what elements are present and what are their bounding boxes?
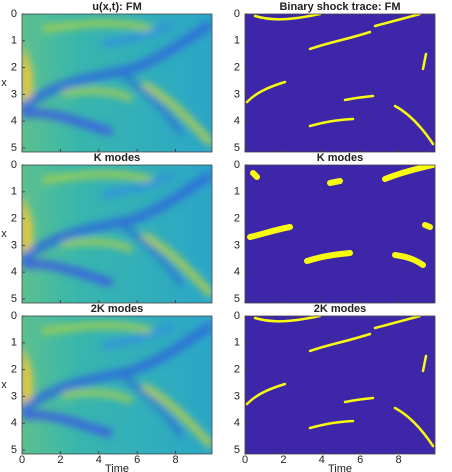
y-tick-label: 3 xyxy=(11,88,17,100)
y-tick-label: 1 xyxy=(11,35,17,47)
y-tick-label: 5 xyxy=(234,444,240,456)
y-tick-label: 0 xyxy=(11,310,17,322)
y-tick-label: 2 xyxy=(11,363,17,375)
image xyxy=(245,14,435,152)
y-tick-label: 2 xyxy=(11,61,17,73)
panel-title: K modes xyxy=(94,152,140,164)
y-tick-label: 3 xyxy=(234,88,240,100)
frame xyxy=(21,164,213,304)
y-tick-label: 3 xyxy=(11,390,17,402)
panel-title: u(x,t): FM xyxy=(92,1,141,13)
x-tick-label: 6 xyxy=(134,454,140,466)
y-tick-label: 3 xyxy=(234,239,240,251)
y-tick-label: 2 xyxy=(234,363,240,375)
y-tick-label: 2 xyxy=(234,61,240,73)
x-tick-label: 0 xyxy=(242,454,248,466)
y-tick-label: 4 xyxy=(11,115,17,127)
y-tick-label: 3 xyxy=(11,239,17,251)
y-tick-label: 1 xyxy=(234,186,240,198)
y-tick-label: 4 xyxy=(11,417,17,429)
y-tick-label: 4 xyxy=(234,417,240,429)
x-axis-label: Time xyxy=(328,463,352,472)
y-tick-label: 4 xyxy=(11,266,17,278)
image xyxy=(245,316,435,454)
image xyxy=(22,316,212,454)
y-tick-label: 0 xyxy=(234,159,240,171)
image xyxy=(245,165,435,303)
image xyxy=(22,14,212,152)
y-tick-label: 1 xyxy=(11,186,17,198)
panel-title: K modes xyxy=(317,152,363,164)
y-tick-label: 5 xyxy=(234,142,240,154)
y-tick-label: 0 xyxy=(11,159,17,171)
y-tick-label: 4 xyxy=(234,266,240,278)
x-tick-label: 6 xyxy=(357,454,363,466)
frame xyxy=(244,315,436,455)
panel-title: 2K modes xyxy=(314,303,367,315)
frame xyxy=(21,315,213,455)
y-tick-label: 1 xyxy=(234,35,240,47)
x-tick-label: 4 xyxy=(319,454,325,466)
frame xyxy=(21,13,213,153)
y-tick-label: 2 xyxy=(234,212,240,224)
y-axis-label: x xyxy=(1,77,7,89)
frame xyxy=(244,164,436,304)
x-axis-label: Time xyxy=(105,463,129,472)
y-tick-label: 4 xyxy=(234,115,240,127)
y-tick-label: 0 xyxy=(234,8,240,20)
y-tick-label: 0 xyxy=(234,310,240,322)
y-tick-label: 2 xyxy=(11,212,17,224)
frame xyxy=(244,13,436,153)
x-tick-label: 8 xyxy=(172,454,178,466)
y-axis-label: x xyxy=(1,228,7,240)
panel-title: Binary shock trace: FM xyxy=(279,1,400,13)
y-tick-label: 5 xyxy=(11,293,17,305)
y-tick-label: 5 xyxy=(11,444,17,456)
x-tick-label: 2 xyxy=(280,454,286,466)
x-tick-label: 0 xyxy=(19,454,25,466)
y-tick-label: 3 xyxy=(234,390,240,402)
panel-title: 2K modes xyxy=(91,303,144,315)
y-tick-label: 1 xyxy=(11,337,17,349)
x-tick-label: 4 xyxy=(96,454,102,466)
y-tick-label: 5 xyxy=(234,293,240,305)
image xyxy=(22,165,212,303)
x-tick-label: 8 xyxy=(395,454,401,466)
x-tick-label: 2 xyxy=(57,454,63,466)
y-tick-label: 5 xyxy=(11,142,17,154)
y-axis-label: x xyxy=(1,379,7,391)
y-tick-label: 1 xyxy=(234,337,240,349)
y-tick-label: 0 xyxy=(11,8,17,20)
